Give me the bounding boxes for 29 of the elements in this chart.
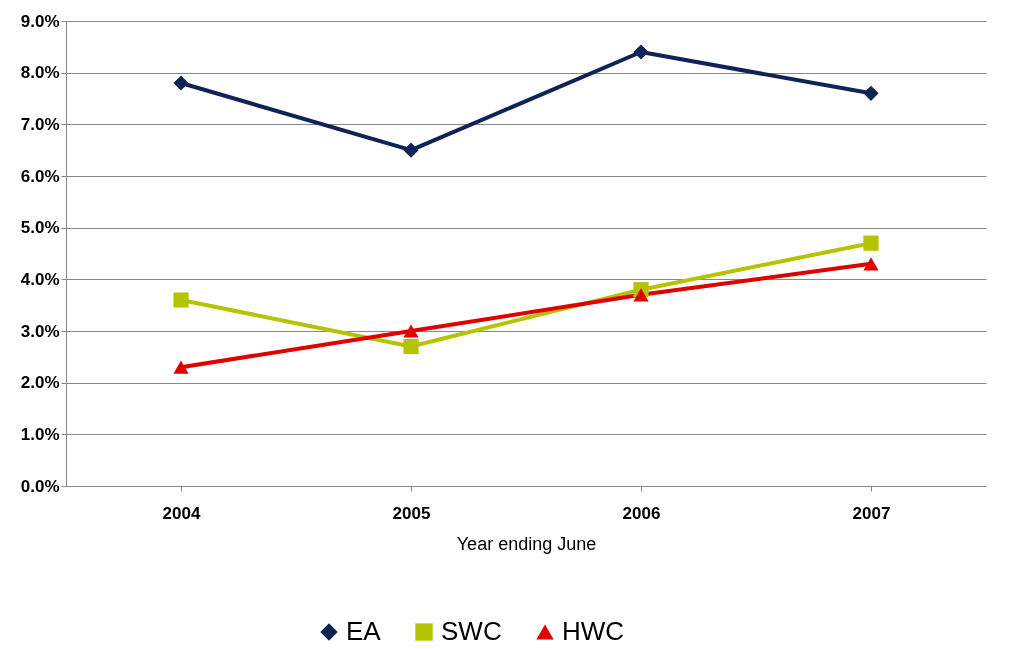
x-tick-label: 2004 — [162, 503, 201, 523]
y-tick-label: 3.0% — [20, 321, 60, 341]
x-axis-title: Year ending June — [456, 533, 597, 554]
point — [403, 338, 419, 355]
y-tick-label: 5.0% — [20, 218, 60, 238]
x-tick-label: 2006 — [622, 503, 661, 523]
point — [633, 44, 649, 60]
point — [403, 142, 419, 158]
legend-label: SWC — [441, 616, 502, 646]
x-tick-label: 2007 — [852, 503, 891, 523]
point — [403, 324, 419, 338]
y-tick-label: 2.0% — [20, 373, 60, 393]
y-tick-label: 4.0% — [20, 269, 60, 289]
point — [633, 288, 649, 302]
x-tick-label: 2005 — [392, 503, 431, 523]
y-tick-label: 7.0% — [20, 114, 60, 134]
point — [173, 292, 189, 308]
y-tick-label: 9.0% — [20, 11, 60, 31]
point — [173, 360, 189, 374]
point — [173, 75, 189, 91]
legend-label: EA — [346, 616, 382, 646]
y-tick-label: 6.0% — [20, 166, 60, 186]
legend-label: HWC — [562, 616, 625, 646]
y-tick-label: 8.0% — [20, 63, 60, 83]
y-tick-label: 1.0% — [20, 424, 60, 444]
point — [863, 257, 879, 271]
point — [863, 85, 879, 101]
y-tick-label: 0.0% — [20, 476, 60, 496]
point — [863, 235, 879, 251]
